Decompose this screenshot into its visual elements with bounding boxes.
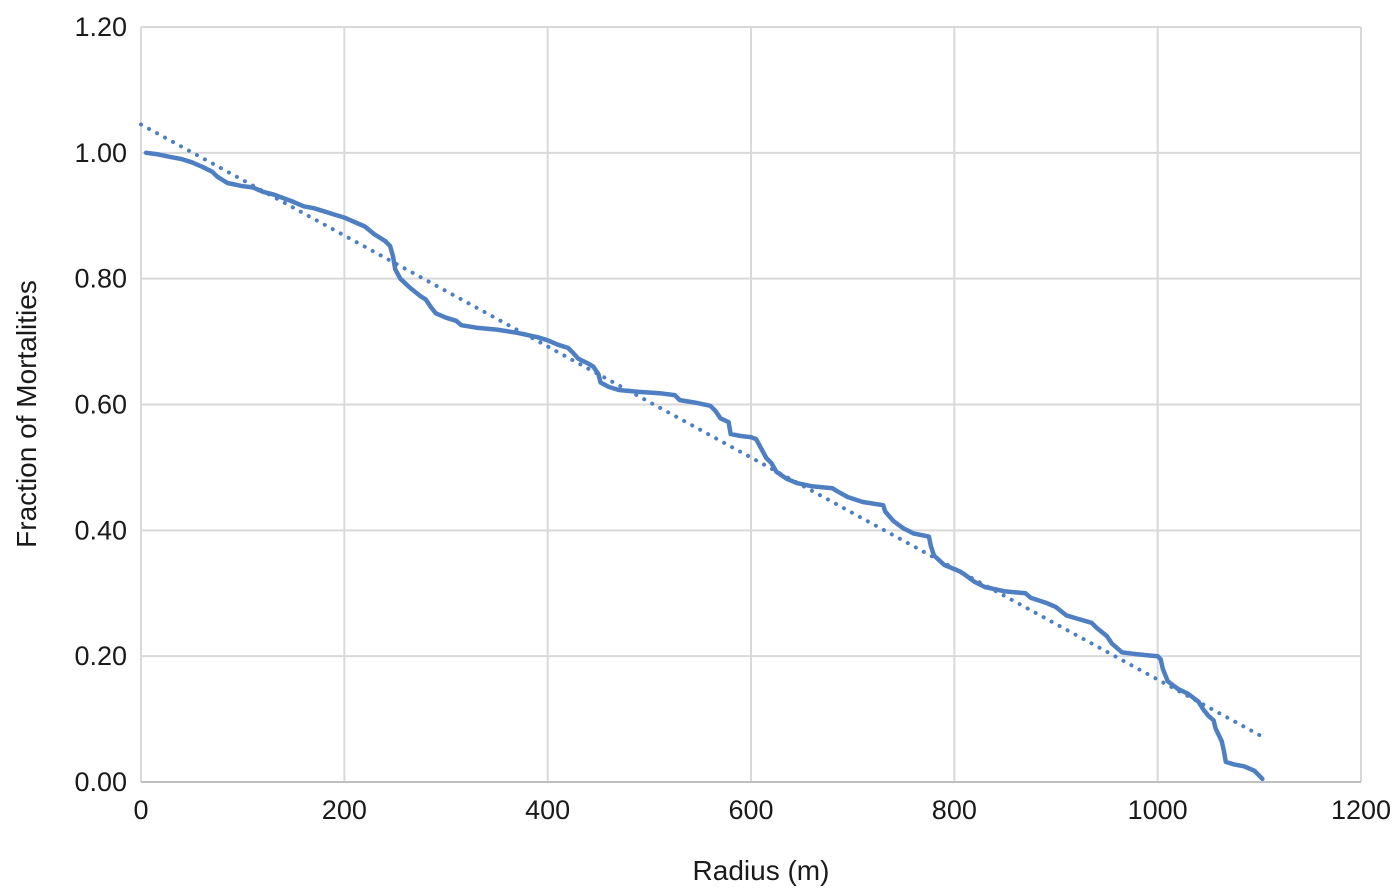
x-tick-label: 0: [133, 795, 148, 825]
x-tick-label: 600: [728, 795, 773, 825]
y-tick-label: 0.60: [74, 390, 127, 420]
x-tick-label: 200: [322, 795, 367, 825]
x-tick-label: 1200: [1331, 795, 1391, 825]
tick-labels: 0.00 0.20 0.40 0.60 0.80 1.00 1.20 0 200 400 600 80…: [74, 12, 1391, 825]
x-tick-label: 400: [525, 795, 570, 825]
mortality-series: [143, 150, 1265, 782]
x-tick-label: 800: [932, 795, 977, 825]
x-tick-label: 1000: [1128, 795, 1188, 825]
y-tick-label: 1.20: [74, 12, 127, 42]
y-tick-label: 0.00: [74, 767, 127, 797]
y-tick-label: 0.80: [74, 264, 127, 294]
y-tick-label: 0.40: [74, 515, 127, 545]
y-axis-title: Fraction of Mortalities: [11, 280, 42, 548]
y-tick-label: 1.00: [74, 138, 127, 168]
y-tick-label: 0.20: [74, 641, 127, 671]
grid: [140, 26, 1362, 782]
series: [139, 122, 1265, 782]
trendline-series: [139, 122, 1265, 739]
x-axis-title: Radius (m): [693, 855, 830, 886]
